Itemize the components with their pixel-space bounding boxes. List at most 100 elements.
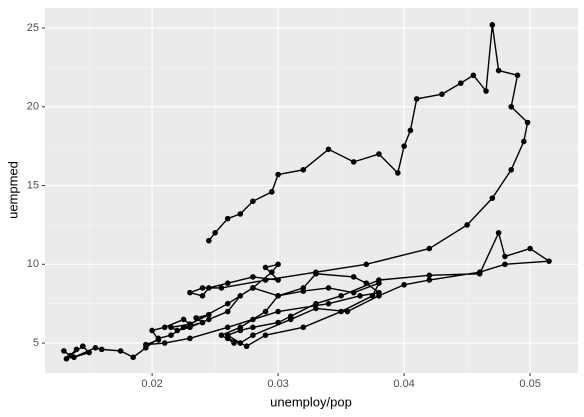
point [168, 332, 174, 338]
point [262, 277, 269, 283]
point [117, 348, 124, 354]
point [514, 72, 521, 79]
point [237, 327, 244, 334]
point [187, 321, 193, 327]
x-tick-label: 0.04 [393, 378, 414, 390]
point [206, 237, 212, 244]
point [149, 327, 155, 334]
point [262, 264, 269, 271]
point [130, 354, 137, 361]
x-tick-label: 0.03 [267, 378, 288, 390]
point [224, 215, 231, 222]
x-tick-label: 0.02 [141, 378, 162, 390]
point [218, 285, 225, 291]
point [275, 277, 281, 283]
point [426, 245, 433, 252]
point [250, 324, 256, 331]
point [489, 22, 496, 28]
point [338, 293, 344, 299]
point [313, 269, 319, 275]
point [338, 308, 344, 315]
point [250, 285, 256, 291]
point [376, 280, 382, 287]
point [224, 300, 231, 307]
panel [45, 8, 578, 373]
point [502, 261, 508, 268]
point [180, 324, 187, 331]
point [98, 346, 105, 353]
point [521, 138, 527, 145]
point [546, 258, 552, 264]
point [224, 332, 231, 338]
point [325, 146, 332, 153]
point [224, 308, 231, 315]
point [237, 293, 244, 299]
point [275, 293, 281, 299]
point [275, 261, 281, 268]
point [224, 280, 231, 287]
point [275, 308, 281, 315]
point [180, 316, 187, 323]
point [426, 272, 433, 279]
point [206, 311, 212, 318]
point [363, 261, 370, 268]
point [439, 91, 445, 97]
x-axis-title: unemploy/pop [270, 394, 352, 409]
point [86, 349, 92, 356]
point [527, 245, 533, 252]
point [275, 171, 281, 178]
point [237, 340, 244, 346]
point [92, 344, 99, 351]
point [275, 319, 281, 326]
point [250, 332, 256, 338]
point [401, 143, 407, 149]
point [206, 316, 212, 323]
point [168, 324, 174, 331]
point [199, 319, 206, 326]
point [350, 159, 357, 165]
point [376, 293, 382, 299]
point [524, 119, 531, 126]
data-path [63, 24, 552, 360]
point [357, 293, 363, 299]
point [250, 274, 256, 280]
point [243, 343, 250, 350]
point [71, 354, 77, 361]
point [300, 166, 307, 173]
point [458, 80, 464, 86]
y-tick-label: 20 [27, 101, 39, 113]
point [495, 229, 502, 236]
x-tick-label: 0.05 [519, 378, 540, 390]
point [250, 198, 256, 205]
y-axis-title: uempmed [5, 161, 20, 219]
y-tick-label: 5 [33, 337, 39, 349]
point [495, 67, 502, 74]
point [193, 315, 200, 321]
point [426, 277, 433, 283]
point [61, 348, 67, 354]
point [237, 211, 244, 217]
point [313, 305, 319, 312]
point [143, 341, 149, 348]
point [80, 343, 86, 350]
point [174, 327, 181, 334]
point [262, 332, 269, 338]
point [212, 229, 218, 236]
point [73, 346, 80, 353]
point [199, 293, 206, 299]
point [187, 335, 193, 342]
point [464, 222, 470, 228]
y-tick-label: 25 [27, 22, 39, 34]
point [287, 313, 294, 320]
point [262, 308, 269, 315]
point [376, 151, 382, 157]
point [350, 289, 357, 296]
point [300, 324, 307, 331]
point [489, 195, 496, 201]
point [470, 72, 477, 79]
y-tick-label: 10 [27, 258, 39, 270]
point [187, 289, 193, 296]
point [63, 356, 70, 362]
point [395, 170, 401, 176]
